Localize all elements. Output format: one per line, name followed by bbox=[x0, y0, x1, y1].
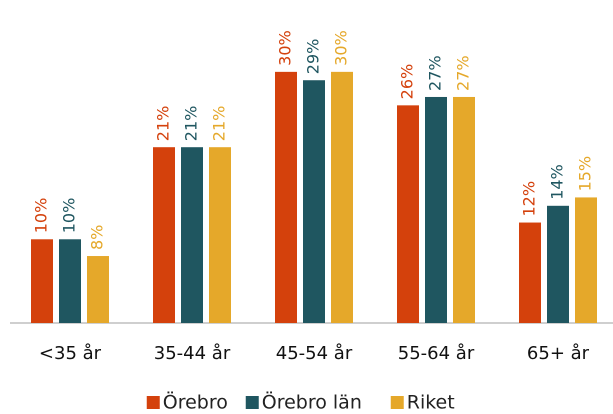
value-label: 15% bbox=[576, 156, 595, 192]
bar bbox=[575, 197, 597, 323]
value-label: 12% bbox=[520, 181, 539, 217]
bar bbox=[87, 256, 109, 323]
value-label: 21% bbox=[154, 106, 173, 142]
value-label: 14% bbox=[548, 164, 567, 200]
bar bbox=[181, 147, 203, 323]
bar bbox=[397, 105, 419, 323]
value-label: 10% bbox=[32, 198, 51, 234]
value-label: 30% bbox=[276, 30, 295, 66]
x-tick-label: 65+ år bbox=[527, 343, 590, 364]
legend-label: Örebro bbox=[163, 391, 228, 414]
x-tick-label: 55-64 år bbox=[398, 343, 475, 364]
value-label: 27% bbox=[454, 55, 473, 91]
bar bbox=[275, 71, 297, 323]
bar bbox=[425, 96, 447, 323]
value-label: 27% bbox=[426, 55, 445, 91]
value-label: 26% bbox=[398, 64, 417, 100]
bar bbox=[519, 222, 541, 323]
value-label: 21% bbox=[182, 106, 201, 142]
bar bbox=[547, 205, 569, 323]
value-label: 10% bbox=[60, 198, 79, 234]
value-label: 8% bbox=[88, 225, 107, 250]
x-tick-label: 45-54 år bbox=[276, 343, 353, 364]
legend-swatch bbox=[390, 396, 404, 409]
legend-label: Riket bbox=[407, 392, 455, 414]
legend-swatch bbox=[146, 396, 160, 409]
value-label: 29% bbox=[304, 39, 323, 75]
bar bbox=[209, 147, 231, 323]
legend-swatch bbox=[245, 396, 259, 409]
value-label: 21% bbox=[210, 106, 229, 142]
bar bbox=[303, 80, 325, 323]
value-label: 30% bbox=[332, 30, 351, 66]
legend-label: Örebro län bbox=[262, 391, 362, 414]
x-tick-label: 35-44 år bbox=[154, 343, 231, 364]
bar bbox=[331, 71, 353, 323]
bar bbox=[153, 147, 175, 323]
bar bbox=[453, 96, 475, 323]
bar bbox=[31, 239, 53, 323]
x-tick-label: <35 år bbox=[39, 343, 102, 364]
bar bbox=[59, 239, 81, 323]
